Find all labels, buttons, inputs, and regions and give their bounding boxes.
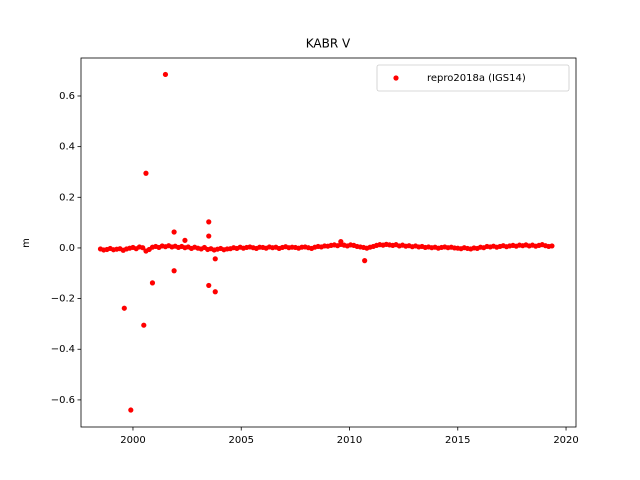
legend-label: repro2018a (IGS14) <box>427 73 526 84</box>
x-tick-label: 2005 <box>229 435 254 446</box>
legend-marker <box>393 75 399 81</box>
y-tick-label: 0.6 <box>59 91 75 102</box>
data-point <box>206 282 212 289</box>
data-point <box>212 256 218 262</box>
y-tick-label: −0.6 <box>51 395 75 406</box>
data-point <box>212 289 218 295</box>
data-point <box>162 71 169 78</box>
y-axis-label: m <box>21 238 32 248</box>
x-tick-label: 2020 <box>553 435 578 446</box>
plot-frame <box>80 57 577 428</box>
data-point <box>143 170 149 176</box>
y-tick-label: 0.0 <box>59 243 75 254</box>
data-point <box>171 229 177 235</box>
data-point <box>149 280 156 286</box>
data-point <box>128 407 134 413</box>
data-point <box>206 219 212 225</box>
data-point <box>171 268 177 274</box>
y-tick-label: −0.2 <box>51 294 75 305</box>
data-point <box>141 322 147 328</box>
data-point <box>140 245 146 251</box>
data-point <box>182 237 188 243</box>
y-tick-label: −0.4 <box>51 344 75 355</box>
x-tick-label: 2015 <box>445 435 470 446</box>
legend-box <box>376 64 570 92</box>
x-tick-label: 2010 <box>337 435 362 446</box>
data-point <box>338 239 344 245</box>
chart-title: KABR V <box>306 37 351 51</box>
y-tick-label: 0.2 <box>59 192 75 203</box>
data-point <box>206 233 212 239</box>
data-point <box>549 243 555 249</box>
y-tick-label: 0.4 <box>59 142 75 153</box>
data-point <box>121 305 127 311</box>
x-tick-label: 2000 <box>120 435 145 446</box>
data-point <box>362 258 368 264</box>
